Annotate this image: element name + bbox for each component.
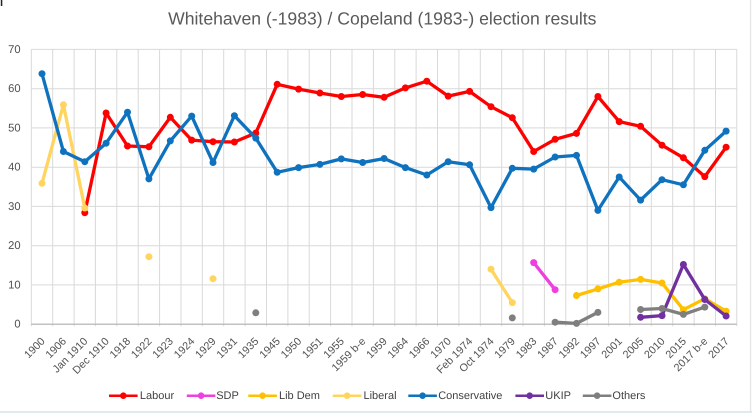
svg-text:30: 30 xyxy=(8,201,20,213)
svg-text:SDP: SDP xyxy=(216,390,239,402)
svg-text:Others: Others xyxy=(612,390,646,402)
svg-text:Lib Dem: Lib Dem xyxy=(279,390,320,402)
svg-text:50: 50 xyxy=(8,122,20,134)
svg-text:Conservative: Conservative xyxy=(438,390,502,402)
svg-text:UKIP: UKIP xyxy=(545,390,571,402)
svg-text:10: 10 xyxy=(8,279,20,291)
svg-text:20: 20 xyxy=(8,240,20,252)
svg-text:0: 0 xyxy=(14,319,20,331)
svg-text:40: 40 xyxy=(8,162,20,174)
svg-text:70: 70 xyxy=(8,44,20,56)
svg-text:Liberal: Liberal xyxy=(364,390,397,402)
svg-text:Whitehaven (-1983) / Copeland: Whitehaven (-1983) / Copeland (1983-) el… xyxy=(168,9,597,29)
svg-text:Labour: Labour xyxy=(140,390,175,402)
svg-text:60: 60 xyxy=(8,83,20,95)
